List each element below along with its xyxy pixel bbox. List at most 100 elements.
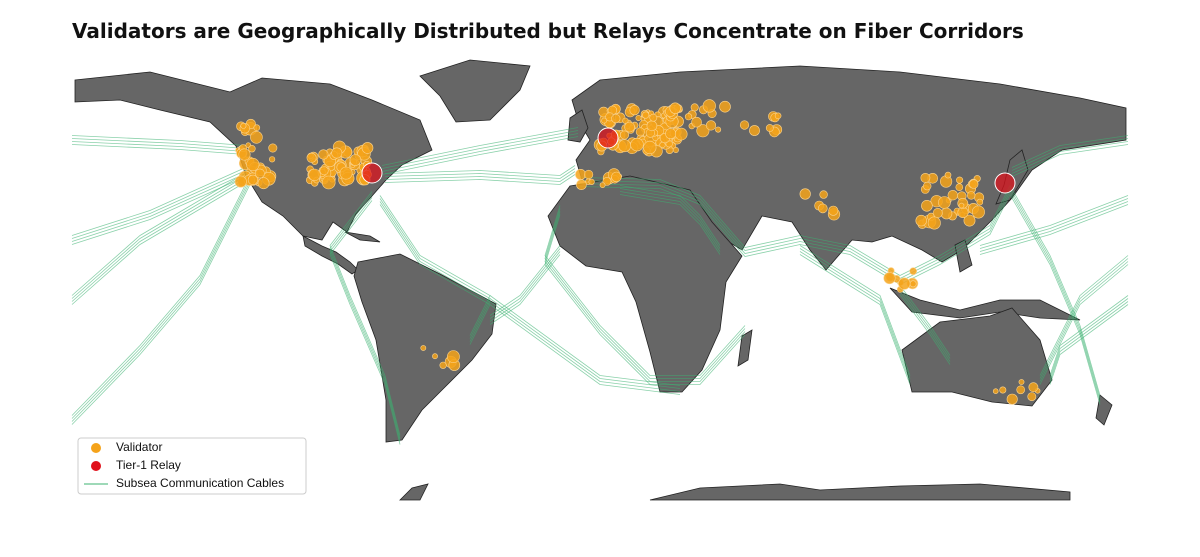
validator-dot	[240, 122, 247, 129]
cable	[1049, 295, 1129, 376]
validator-dot	[439, 361, 447, 369]
validator-dot	[622, 117, 629, 124]
cable	[489, 295, 681, 386]
cable	[899, 188, 1011, 279]
validator-dot	[963, 214, 976, 227]
validator-dot	[649, 113, 658, 122]
cable	[71, 165, 251, 236]
cable	[899, 185, 1011, 276]
cable	[384, 174, 576, 185]
legend-marker	[91, 443, 101, 453]
validator-dot	[958, 202, 965, 209]
cable	[1039, 264, 1129, 385]
validator-dot	[684, 113, 693, 121]
validator-dot	[909, 280, 917, 288]
validator-dot	[635, 127, 645, 137]
validator-dot	[583, 169, 594, 180]
validator-dot	[248, 145, 256, 153]
cable	[579, 186, 901, 285]
madagascar	[737, 329, 753, 367]
cable	[381, 133, 579, 172]
validator-dot	[774, 112, 782, 120]
cable	[899, 285, 951, 356]
cable	[899, 291, 951, 362]
validator-dot	[246, 157, 260, 172]
validator-dot	[739, 120, 750, 130]
validator-dot	[749, 125, 760, 136]
validator-dot	[971, 205, 985, 219]
nodes	[234, 99, 1041, 405]
cable	[1009, 194, 1101, 405]
cable	[489, 254, 561, 325]
validator-dot	[629, 104, 640, 116]
relay-dot	[597, 127, 619, 149]
legend-label: Validator	[116, 440, 162, 454]
cable	[979, 198, 1129, 249]
validator-dot	[234, 175, 247, 188]
validator-dot	[238, 148, 251, 161]
cable	[71, 179, 251, 305]
cable	[71, 184, 251, 425]
validator-dot	[674, 127, 688, 141]
validator-dot	[611, 113, 621, 124]
cable	[544, 208, 746, 379]
cable	[489, 298, 681, 389]
cable	[1009, 185, 1101, 396]
cable	[799, 254, 911, 385]
validator-dot	[1016, 385, 1026, 395]
cable	[381, 136, 579, 175]
validator-dot	[635, 115, 642, 122]
validator-dot	[691, 116, 702, 128]
cable	[619, 194, 721, 255]
validator-dot	[669, 102, 681, 114]
relay-dot	[361, 162, 383, 184]
cable	[71, 176, 251, 302]
cable	[1009, 188, 1101, 399]
cable	[384, 168, 576, 179]
validator-dot	[702, 99, 716, 113]
cable	[71, 144, 246, 155]
caribbean	[344, 231, 381, 243]
validator-dot	[920, 172, 931, 183]
validator-dot	[331, 147, 343, 159]
cable	[71, 181, 251, 422]
validator-dot	[619, 130, 629, 140]
validator-dot	[932, 208, 943, 219]
validator-dot	[576, 179, 587, 190]
legend: Validator Tier-1 Relay Subsea Communicat…	[77, 437, 307, 495]
cable	[379, 195, 491, 336]
validator-dot	[321, 175, 336, 190]
validator-dot	[624, 121, 635, 133]
cable	[71, 174, 251, 245]
validator-dot	[966, 191, 976, 200]
validator-dot	[828, 205, 839, 216]
validator-dot	[599, 182, 606, 188]
cable	[71, 138, 246, 149]
cable	[544, 205, 746, 376]
validator-dot	[253, 124, 261, 131]
validator-dot	[643, 140, 657, 155]
cable	[71, 171, 251, 242]
cable	[799, 251, 911, 382]
cable	[329, 200, 401, 445]
validator-dot	[306, 152, 317, 163]
cable	[544, 211, 746, 382]
validator-dot	[420, 345, 427, 351]
validator-dot	[665, 128, 677, 140]
validator-dot	[957, 207, 969, 219]
cable	[329, 194, 401, 439]
validator-dot	[642, 111, 650, 119]
cable	[329, 191, 401, 436]
validator-dot	[696, 124, 710, 138]
greenland	[419, 59, 531, 123]
subsea-cables	[71, 127, 1129, 445]
cable	[619, 191, 721, 252]
validator-dot	[308, 168, 321, 181]
cable	[489, 301, 681, 392]
validator-dot	[944, 171, 952, 179]
legend-box	[77, 437, 307, 495]
cable	[619, 185, 721, 246]
cable	[379, 204, 491, 345]
validator-dot	[1028, 382, 1039, 393]
